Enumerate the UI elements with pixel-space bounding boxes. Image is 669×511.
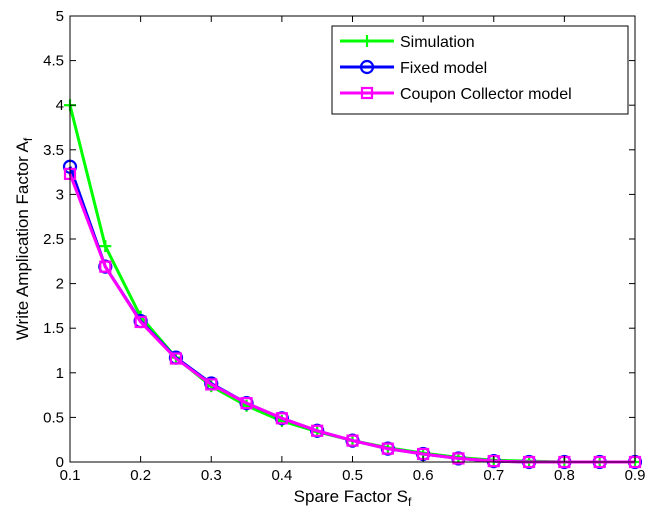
data-point-circle — [359, 59, 375, 75]
x-tick-label: 0.9 — [625, 467, 646, 484]
data-point-square — [240, 397, 253, 410]
y-tick-label: 1 — [56, 365, 64, 382]
data-point-square — [205, 378, 218, 391]
legend-label: Fixed model — [400, 60, 487, 77]
y-tick-label: 3.5 — [43, 142, 64, 159]
legend: Simulation Fixed model Coupon Collector mo… — [331, 25, 629, 115]
legend-item: Fixed model — [340, 59, 487, 77]
y-tick-label: 0.5 — [43, 409, 64, 426]
data-point-square — [346, 434, 359, 447]
y-tick-label: 4 — [56, 97, 64, 114]
data-point-square — [452, 452, 465, 465]
data-point-square — [275, 412, 288, 425]
legend-item: Simulation — [340, 34, 475, 51]
y-axis-label: Write Amplication Factor Af — [13, 137, 35, 340]
x-tick-label: 0.8 — [554, 467, 575, 484]
x-tick-label: 0.7 — [483, 467, 504, 484]
data-point-square — [169, 352, 183, 365]
data-point-square — [360, 86, 374, 100]
legend-label: Simulation — [400, 34, 475, 51]
x-axis-label: Spare Factor Sf — [294, 487, 412, 509]
y-tick-label: 3 — [56, 186, 64, 203]
y-tick-label: 2.5 — [43, 231, 64, 248]
axis-ticks: 0.1 0.2 0.3 0.4 0.5 0.6 0.7 0.8 0.9 0 0.5 1 1.5 2 2.5 3… — [43, 8, 645, 484]
x-tick-label: 0.4 — [271, 467, 292, 484]
x-tick-label: 0.3 — [201, 467, 222, 484]
data-point-plus — [99, 240, 112, 253]
data-point-plus — [361, 35, 373, 47]
y-tick-label: 1.5 — [43, 320, 64, 337]
data-point-square — [99, 260, 112, 273]
x-tick-label: 0.6 — [413, 467, 434, 484]
data-point-square — [311, 424, 324, 437]
legend-item: Coupon Collector model — [340, 86, 572, 103]
y-tick-label: 0 — [56, 454, 64, 471]
data-point-square — [134, 315, 147, 329]
y-tick-label: 4.5 — [43, 53, 64, 70]
y-tick-label: 2 — [56, 276, 64, 293]
data-point-square — [381, 442, 394, 455]
x-tick-label: 0.5 — [342, 467, 363, 484]
x-tick-label: 0.2 — [130, 467, 151, 484]
x-tick-label: 0.1 — [60, 467, 81, 484]
legend-label: Coupon Collector model — [400, 86, 572, 103]
y-tick-label: 5 — [56, 8, 64, 25]
